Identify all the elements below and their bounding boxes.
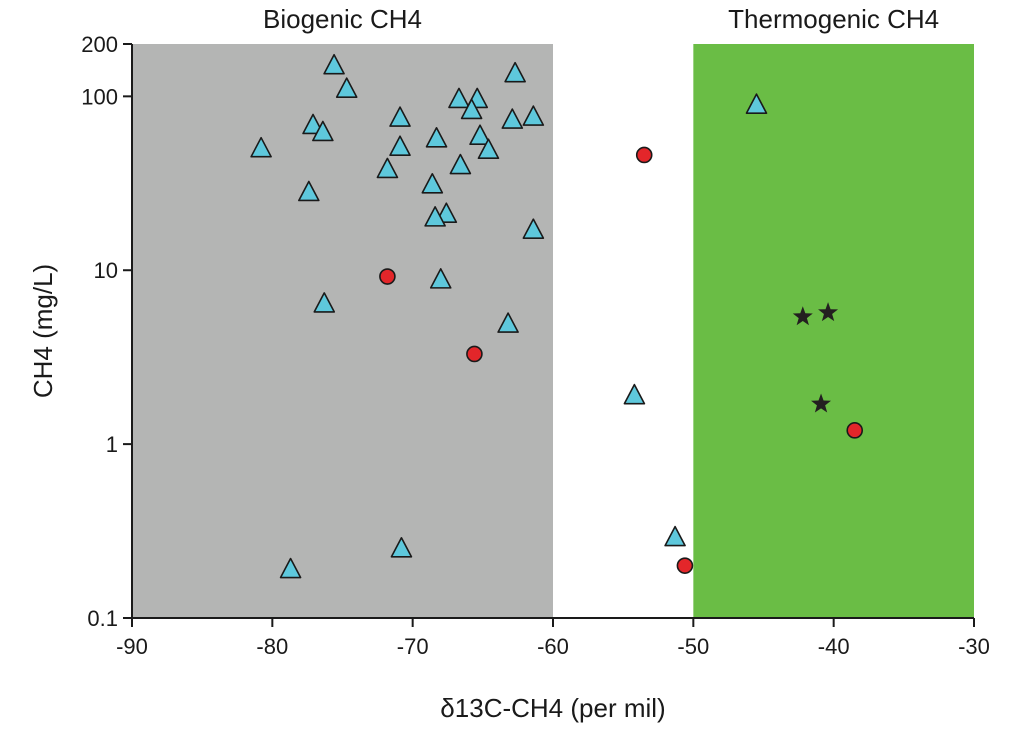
region-thermogenic (693, 44, 974, 618)
triangle-point (623, 383, 646, 405)
triangle-point (250, 136, 272, 158)
y-tick-label: 100 (81, 84, 118, 109)
triangle-point (312, 120, 334, 142)
x-tick-label: -30 (958, 634, 990, 659)
triangle-point (477, 138, 500, 160)
star-point (811, 393, 832, 413)
triangle-point (424, 206, 446, 227)
triangle-point (501, 108, 524, 129)
triangle-point (522, 105, 545, 126)
circle-point (379, 268, 396, 285)
x-tick-label: -90 (116, 634, 148, 659)
x-tick-label: -60 (537, 634, 569, 659)
star-point (792, 306, 813, 326)
triangle-point (469, 124, 491, 145)
x-tick-label: -40 (818, 634, 850, 659)
triangle-point (448, 87, 470, 109)
triangle-point (279, 557, 302, 579)
circle-point (466, 345, 483, 363)
y-tick-label: 200 (81, 32, 118, 57)
triangle-point (460, 98, 483, 120)
circle-point (635, 146, 653, 164)
triangle-point (376, 157, 399, 179)
triangle-point (449, 153, 472, 175)
star-point (818, 302, 839, 322)
triangle-point (389, 135, 411, 156)
y-axis-title: CH4 (mg/L) (28, 264, 58, 398)
x-tick-label: -50 (677, 634, 709, 659)
triangle-point (389, 106, 411, 127)
triangle-point (421, 172, 444, 194)
circle-point (846, 422, 864, 439)
triangle-point (504, 61, 526, 83)
points-layer (250, 53, 864, 579)
triangle-point (313, 292, 336, 313)
y-tick-label: 10 (94, 258, 118, 283)
triangle-point (390, 537, 413, 558)
region-label-thermogenic: Thermogenic CH4 (728, 4, 939, 34)
x-axis-title: δ13C-CH4 (per mil) (440, 693, 665, 723)
x-tick-label: -80 (256, 634, 288, 659)
y-tick-label: 1 (106, 432, 118, 457)
region-label-biogenic: Biogenic CH4 (263, 4, 422, 34)
triangle-point (298, 180, 320, 202)
triangle-point (335, 77, 358, 98)
circle-point (676, 557, 694, 574)
triangle-point (664, 525, 686, 547)
y-tick-label: 0.1 (87, 606, 118, 631)
regions-layer: Biogenic CH4 Thermogenic CH4 (132, 4, 974, 618)
triangle-point (745, 93, 768, 114)
x-tick-label: -70 (397, 634, 429, 659)
region-biogenic (132, 44, 553, 618)
triangle-point (497, 312, 519, 333)
triangle-point (429, 268, 452, 289)
triangle-point (302, 113, 324, 135)
triangle-point (425, 126, 448, 148)
triangle-point (522, 218, 545, 239)
ticks-layer: -90 -80 -70 -60 -50 -40 -30 0.1 1 10 100 200 (81, 32, 990, 659)
triangle-point (323, 53, 345, 75)
